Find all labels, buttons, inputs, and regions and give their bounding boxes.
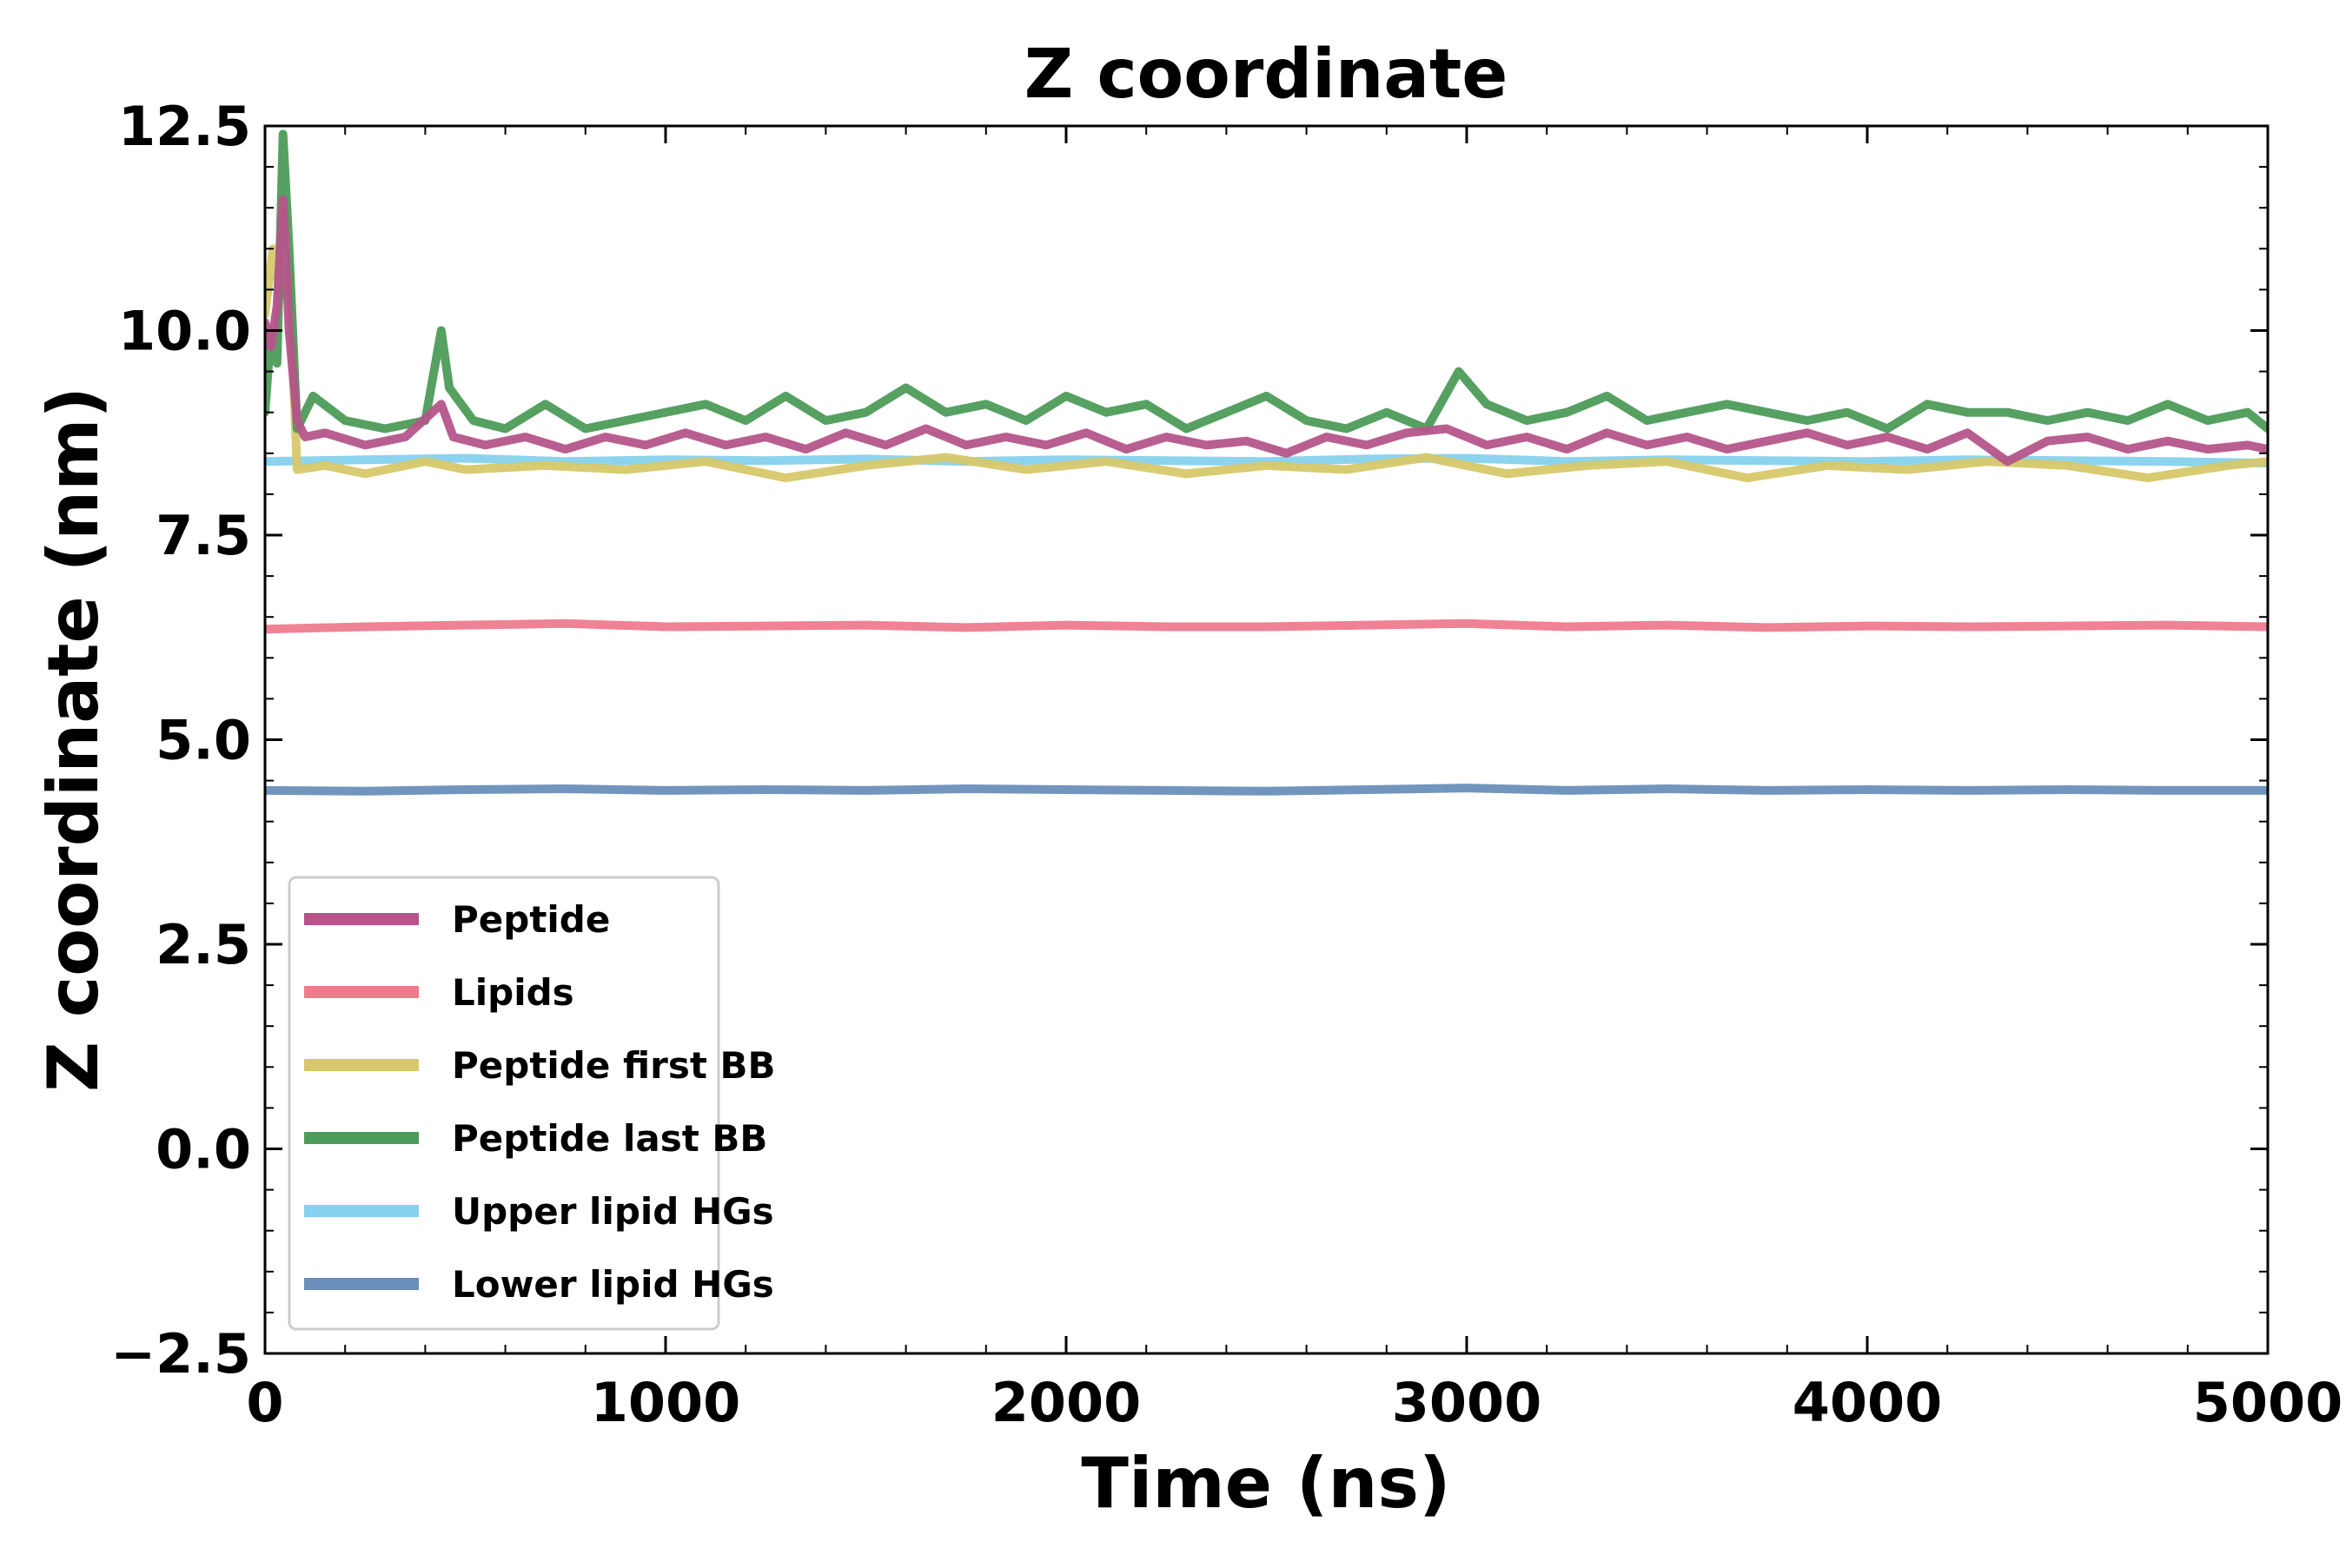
series-line-peptide-last-bb	[265, 129, 2268, 433]
x-tick-label: 3000	[1392, 1371, 1542, 1434]
x-tick-label: 0	[246, 1371, 283, 1434]
x-tick-label: 1000	[591, 1371, 741, 1434]
series-line-lower-lipid-hgs	[265, 784, 2268, 796]
legend-box	[288, 876, 720, 1331]
chart-title: Z coordinate	[1024, 36, 1508, 114]
series-layer	[265, 129, 2268, 796]
y-tick-label: 0.0	[156, 1118, 251, 1181]
legend-label: Peptide first BB	[452, 1044, 776, 1087]
x-tick-label: 5000	[2193, 1371, 2343, 1434]
y-tick-label: −2.5	[110, 1322, 251, 1386]
y-tick-label: 12.5	[118, 95, 251, 158]
y-tick-label: 2.5	[156, 913, 251, 976]
y-tick-label: 7.5	[156, 504, 251, 567]
x-axis-label: Time (ns)	[1081, 1443, 1450, 1524]
ticks-layer: 0 1000 2000 3000 4000 5000 −2.5 0.0 2.5 5.0 7.5 10.…	[110, 95, 2343, 1434]
legend-label: Peptide	[452, 898, 610, 941]
y-axis-label: Z coordinate (nm)	[33, 387, 114, 1092]
legend-label: Lower lipid HGs	[452, 1263, 774, 1306]
x-tick-label: 4000	[1793, 1371, 1943, 1434]
y-tick-label: 5.0	[156, 709, 251, 772]
y-tick-label: 10.0	[118, 300, 251, 363]
legend: Peptide Lipids Peptide first BB Peptide las…	[288, 876, 776, 1331]
series-line-peptide-first-bb	[265, 244, 2268, 483]
legend-label: Lipids	[452, 971, 574, 1014]
series-line-peptide	[265, 195, 2268, 466]
legend-label: Upper lipid HGs	[452, 1190, 774, 1233]
series-line-lipids	[265, 619, 2268, 634]
legend-label: Peptide last BB	[452, 1117, 767, 1160]
x-tick-label: 2000	[991, 1371, 1142, 1434]
